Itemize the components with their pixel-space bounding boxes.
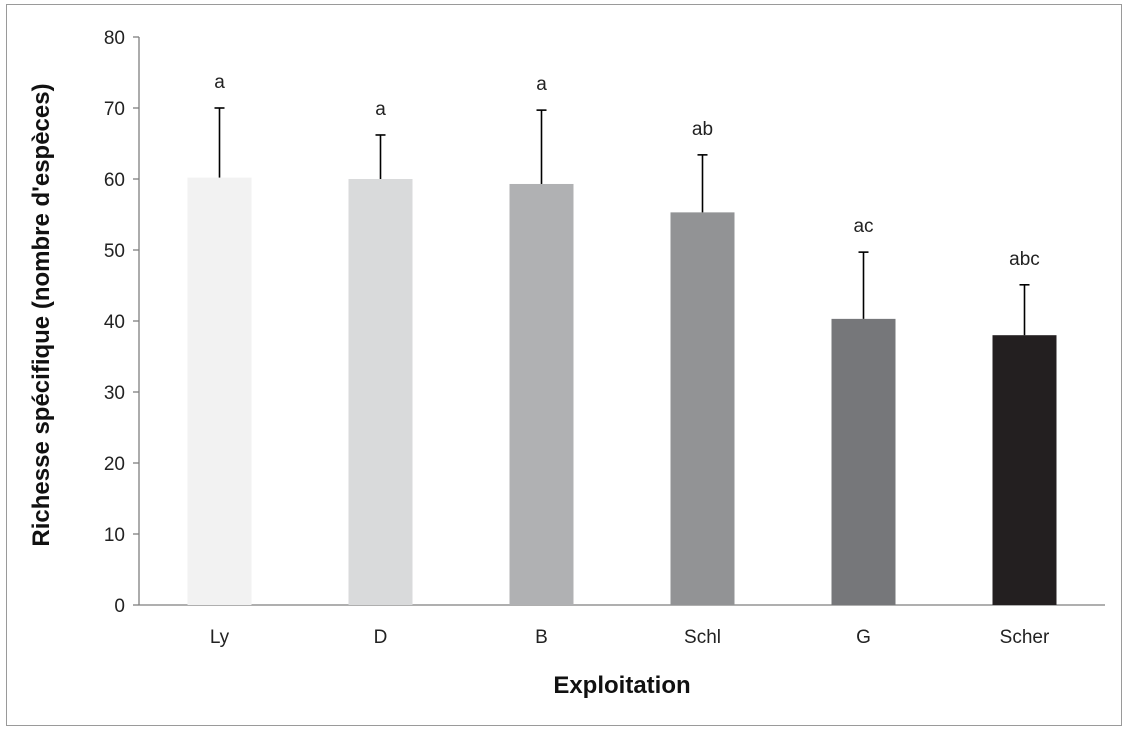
bar-scher xyxy=(992,335,1057,605)
x-tick-label-b: B xyxy=(535,627,548,648)
bars xyxy=(187,177,1057,605)
bar-g xyxy=(831,318,896,605)
significance-letter-b: a xyxy=(536,74,547,95)
y-tick-labels: 0 10 20 30 40 50 60 70 80 xyxy=(104,28,139,617)
y-tick-label: 80 xyxy=(104,28,125,49)
y-tick-label: 10 xyxy=(104,525,125,546)
y-tick-label: 70 xyxy=(104,99,125,120)
x-axis-title: Exploitation xyxy=(553,672,690,699)
x-tick-label-g: G xyxy=(856,627,871,648)
x-tick-labels: Ly D B Schl G Scher xyxy=(210,627,1050,648)
y-tick-label: 0 xyxy=(114,596,125,617)
x-tick-label-scher: Scher xyxy=(1000,627,1050,648)
y-tick-label: 30 xyxy=(104,383,125,404)
y-tick-label: 60 xyxy=(104,170,125,191)
y-axis-title: Richesse spécifique (nombre d'espèces) xyxy=(28,83,55,546)
axes xyxy=(138,37,1105,606)
x-tick-label-d: D xyxy=(374,627,388,648)
significance-letter-scher: abc xyxy=(1009,249,1040,270)
significance-letters: a a a ab ac abc xyxy=(214,72,1040,270)
significance-letter-schl: ab xyxy=(692,119,713,140)
y-tick-label: 40 xyxy=(104,312,125,333)
bar-ly xyxy=(187,177,252,605)
error-bars xyxy=(214,107,1030,336)
y-tick-label: 20 xyxy=(104,454,125,475)
significance-letter-g: ac xyxy=(853,216,873,237)
significance-letter-ly: a xyxy=(214,72,225,93)
x-tick-label-schl: Schl xyxy=(684,627,721,648)
chart-frame: 0 10 20 30 40 50 60 70 80 a a a ab ac abc Ly D B Schl G Sc… xyxy=(6,4,1122,726)
y-tick-label: 50 xyxy=(104,241,125,262)
bar-d xyxy=(348,179,413,605)
bar-b xyxy=(509,183,574,605)
bar-schl xyxy=(670,212,735,605)
x-tick-label-ly: Ly xyxy=(210,627,230,648)
bar-chart: 0 10 20 30 40 50 60 70 80 a a a ab ac abc Ly D B Schl G Sc… xyxy=(28,28,1105,699)
significance-letter-d: a xyxy=(375,99,386,120)
